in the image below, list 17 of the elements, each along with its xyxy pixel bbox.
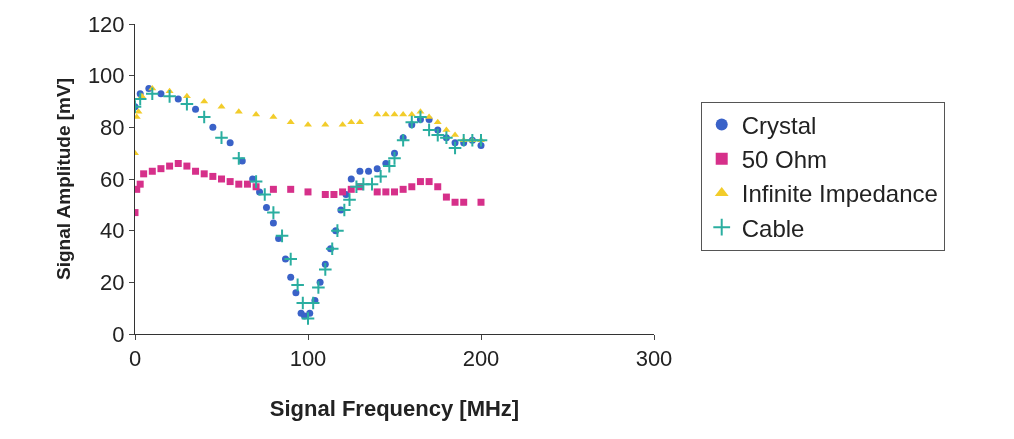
y-tick-label: 0 — [112, 321, 125, 347]
x-tick-label: 300 — [635, 346, 673, 372]
legend-label: Infinite Impedance — [741, 180, 938, 208]
x-tick-label: 100 — [289, 346, 327, 372]
x-tick-label: 0 — [128, 346, 142, 372]
legend-label: 50 Ohm — [741, 146, 828, 174]
y-tick-label: 60 — [100, 166, 125, 192]
y-axis-title: Signal Amplitude [mV] — [52, 78, 74, 280]
y-tick-label: 40 — [100, 218, 125, 244]
legend-label: Cable — [741, 214, 805, 242]
x-tick-label: 200 — [462, 346, 500, 372]
x-axis-title: Signal Frequency [MHz] — [269, 396, 520, 422]
y-tick-label: 20 — [100, 270, 125, 296]
y-tick-label: 80 — [100, 115, 125, 141]
y-tick-label: 100 — [87, 63, 125, 89]
legend-label: Crystal — [741, 111, 817, 139]
y-tick-label: 120 — [87, 11, 125, 37]
